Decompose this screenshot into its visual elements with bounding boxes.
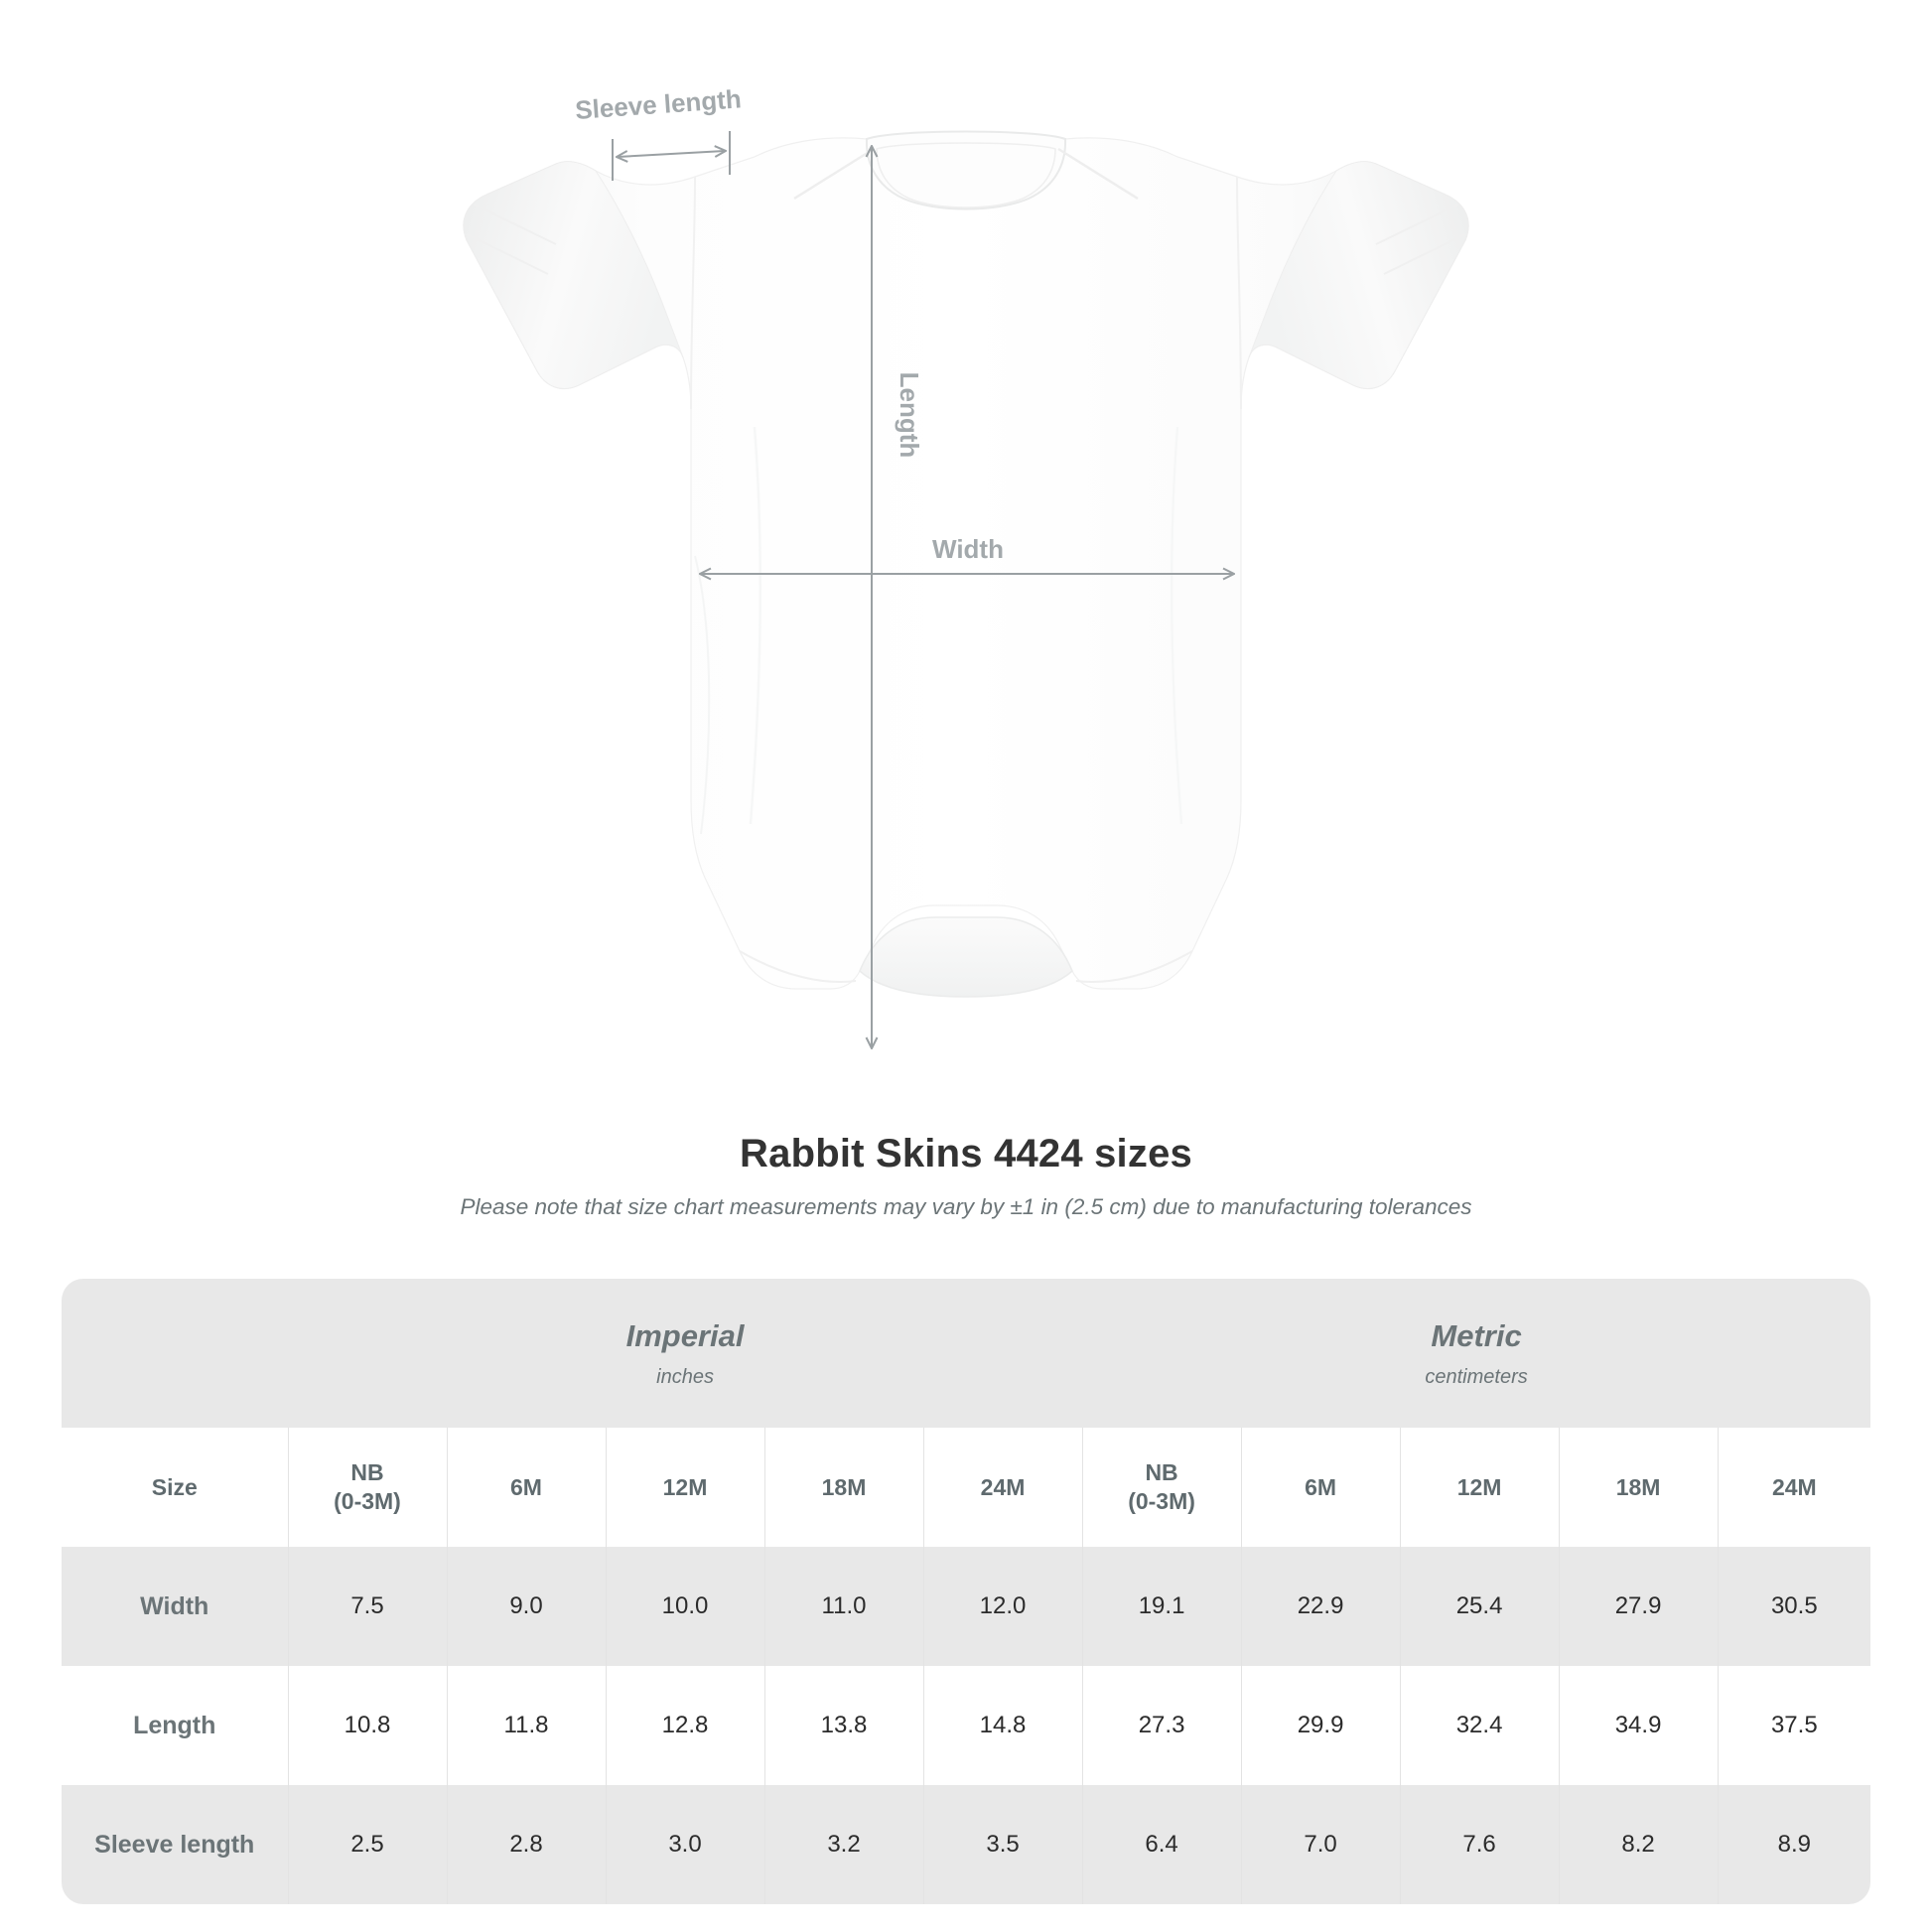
header-size: Size <box>62 1428 288 1547</box>
header-col-metric-18m: 18M <box>1558 1428 1719 1547</box>
width-label: Width <box>932 534 1004 564</box>
bodysuit-graphic <box>463 130 1469 998</box>
cell-length-imperial-6m: 11.8 <box>446 1666 606 1785</box>
header-col-line2: (0-3M) <box>334 1488 401 1514</box>
cell-sleeve-imperial-24m: 3.5 <box>922 1785 1083 1904</box>
right-leg-hem <box>1075 950 1193 983</box>
header-col-metric-12m: 12M <box>1399 1428 1560 1547</box>
cell-width-imperial-nb: 7.5 <box>287 1547 447 1666</box>
row-label-length: Length <box>62 1666 288 1785</box>
size-table-container: Imperial inches Metric centimeters Size … <box>62 1279 1871 1904</box>
header-col-imperial-24m: 24M <box>922 1428 1083 1547</box>
cell-sleeve-imperial-nb: 2.5 <box>287 1785 447 1904</box>
right-sleeve-hem <box>1375 204 1466 275</box>
cell-width-imperial-18m: 11.0 <box>763 1547 923 1666</box>
cell-sleeve-imperial-6m: 2.8 <box>446 1785 606 1904</box>
left-sleeve <box>463 161 684 389</box>
neckline-inner <box>876 142 1056 208</box>
cell-width-imperial-24m: 12.0 <box>922 1547 1083 1666</box>
cell-sleeve-imperial-18m: 3.2 <box>763 1785 923 1904</box>
unit-name-imperial: Imperial <box>625 1318 745 1354</box>
unit-cell-metric: Metric centimeters <box>1082 1279 1871 1428</box>
sleeve-length-label: Sleeve length <box>574 83 742 125</box>
cell-sleeve-imperial-12m: 3.0 <box>605 1785 764 1904</box>
column-header-row: Size NB (0-3M) 6M 12M 18M 24M NB (0-3M) … <box>62 1428 1871 1547</box>
unit-spacer-cell <box>62 1279 288 1428</box>
cell-width-metric-12m: 25.4 <box>1399 1547 1560 1666</box>
cell-length-metric-18m: 34.9 <box>1558 1666 1719 1785</box>
size-table: Imperial inches Metric centimeters Size … <box>62 1279 1871 1904</box>
cell-width-metric-18m: 27.9 <box>1558 1547 1719 1666</box>
left-sleeve-hem <box>466 204 557 275</box>
cell-length-metric-6m: 29.9 <box>1240 1666 1401 1785</box>
header-col-imperial-nb: NB (0-3M) <box>287 1428 447 1547</box>
unit-header-row: Imperial inches Metric centimeters <box>62 1279 1871 1428</box>
cell-width-imperial-6m: 9.0 <box>446 1547 606 1666</box>
header-col-imperial-6m: 6M <box>446 1428 606 1547</box>
row-label-sleeve-length: Sleeve length <box>62 1785 288 1904</box>
page-title: Rabbit Skins 4424 sizes <box>740 1132 1192 1175</box>
header-col-metric-nb: NB (0-3M) <box>1081 1428 1242 1547</box>
page-subtitle: Please note that size chart measurements… <box>460 1194 1472 1219</box>
header-col-metric-24m: 24M <box>1717 1428 1871 1547</box>
header-col-line2: (0-3M) <box>1128 1488 1195 1514</box>
table-row: Length 10.8 11.8 12.8 13.8 14.8 27.3 29.… <box>62 1666 1871 1785</box>
cell-length-metric-nb: 27.3 <box>1081 1666 1242 1785</box>
right-armhole-seam <box>1236 176 1242 410</box>
left-leg-hem <box>739 950 857 983</box>
shoulder-seams <box>793 147 1139 201</box>
cell-width-imperial-12m: 10.0 <box>605 1547 764 1666</box>
garment-illustration: Sleeve length Length Width <box>463 83 1469 1102</box>
fabric-fold-side <box>694 555 711 835</box>
cell-sleeve-metric-6m: 7.0 <box>1240 1785 1401 1904</box>
cell-sleeve-metric-nb: 6.4 <box>1081 1785 1242 1904</box>
table-row: Sleeve length 2.5 2.8 3.0 3.2 3.5 6.4 7.… <box>62 1785 1871 1904</box>
left-armhole-seam <box>690 176 696 410</box>
cell-sleeve-metric-18m: 8.2 <box>1558 1785 1719 1904</box>
cell-length-metric-24m: 37.5 <box>1717 1666 1871 1785</box>
cell-length-metric-12m: 32.4 <box>1399 1666 1560 1785</box>
unit-name-metric: Metric <box>1431 1318 1522 1354</box>
unit-sub-imperial: inches <box>656 1365 714 1388</box>
cell-length-imperial-nb: 10.8 <box>287 1666 447 1785</box>
fabric-fold-right <box>1170 426 1183 825</box>
neckline <box>865 130 1067 210</box>
cell-width-metric-6m: 22.9 <box>1240 1547 1401 1666</box>
header-col-imperial-18m: 18M <box>763 1428 923 1547</box>
cell-sleeve-metric-24m: 8.9 <box>1717 1785 1871 1904</box>
header-col-line1: NB <box>350 1459 384 1486</box>
right-sleeve <box>1248 161 1469 389</box>
cell-length-imperial-18m: 13.8 <box>763 1666 923 1785</box>
sleeve-length-arrow <box>618 151 725 157</box>
cell-sleeve-metric-12m: 7.6 <box>1399 1785 1560 1904</box>
header-col-line1: NB <box>1145 1459 1178 1486</box>
cell-length-imperial-12m: 12.8 <box>605 1666 764 1785</box>
table-row: Width 7.5 9.0 10.0 11.0 12.0 19.1 22.9 2… <box>62 1547 1871 1666</box>
title-block: Rabbit Skins 4424 sizes Please note that… <box>0 1132 1932 1220</box>
fabric-fold-left <box>749 426 762 825</box>
cell-width-metric-nb: 19.1 <box>1081 1547 1242 1666</box>
length-label: Length <box>895 372 924 459</box>
unit-sub-metric: centimeters <box>1425 1365 1528 1388</box>
row-label-width: Width <box>62 1547 288 1666</box>
crotch-snap-panel <box>859 916 1073 998</box>
cell-length-imperial-24m: 14.8 <box>922 1666 1083 1785</box>
cell-width-metric-24m: 30.5 <box>1717 1547 1871 1666</box>
header-col-imperial-12m: 12M <box>605 1428 764 1547</box>
header-col-metric-6m: 6M <box>1240 1428 1401 1547</box>
unit-cell-imperial: Imperial inches <box>288 1279 1083 1428</box>
